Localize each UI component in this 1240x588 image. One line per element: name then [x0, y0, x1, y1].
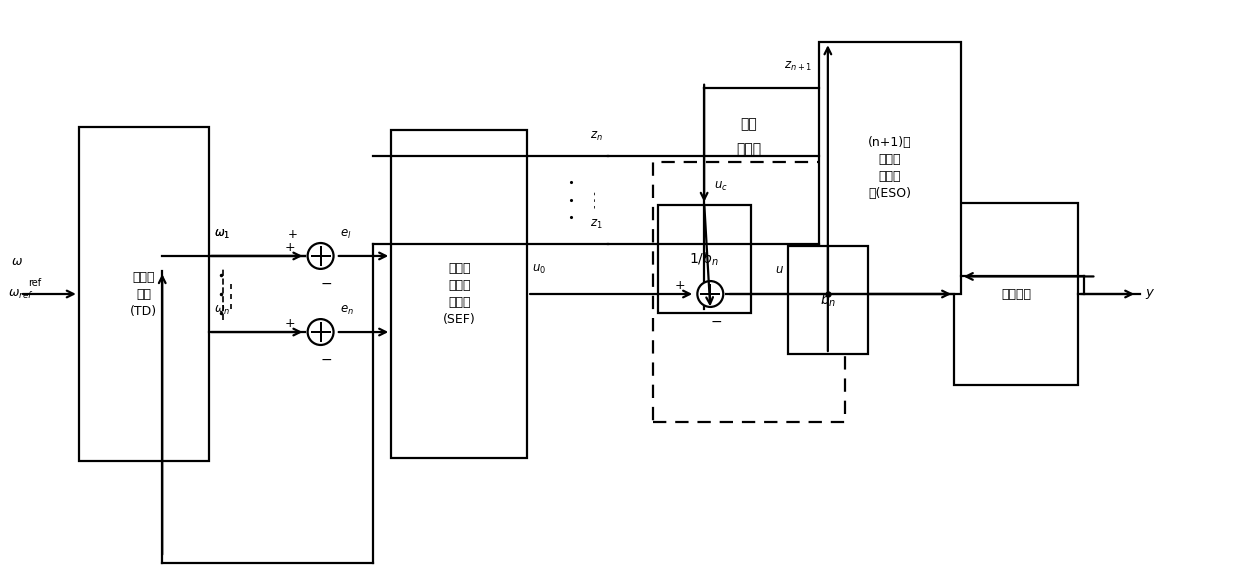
- Bar: [787, 246, 868, 354]
- Text: +: +: [285, 317, 295, 330]
- Text: −: −: [321, 353, 332, 367]
- Circle shape: [308, 243, 334, 269]
- Text: $\omega_1$: $\omega_1$: [213, 228, 229, 241]
- Circle shape: [697, 281, 723, 307]
- Bar: [391, 130, 527, 458]
- Text: $\omega_{ref}$: $\omega_{ref}$: [7, 288, 33, 300]
- Bar: [78, 127, 208, 461]
- Text: +: +: [288, 228, 298, 241]
- Text: $u_c$: $u_c$: [714, 180, 728, 193]
- Text: $z_{n+1}$: $z_{n+1}$: [785, 60, 812, 73]
- Text: $1/b_n$: $1/b_n$: [689, 250, 719, 268]
- Text: $e_n$: $e_n$: [340, 305, 353, 318]
- Bar: [653, 162, 846, 422]
- Text: −: −: [711, 315, 723, 329]
- Text: $z_1$: $z_1$: [590, 218, 603, 231]
- Text: - - -: - - -: [590, 191, 600, 208]
- Text: ref: ref: [29, 279, 42, 289]
- Text: 状态误
差反馈
控制器
(SEF): 状态误 差反馈 控制器 (SEF): [443, 262, 475, 326]
- Text: $u_0$: $u_0$: [532, 263, 547, 276]
- Text: $\omega_n$: $\omega_n$: [213, 305, 231, 318]
- Text: 补偿器: 补偿器: [737, 142, 761, 156]
- Text: −: −: [321, 277, 332, 291]
- Bar: [657, 205, 750, 313]
- Text: 微分跟
踪器
(TD): 微分跟 踪器 (TD): [130, 270, 157, 318]
- Text: (n+1)阶
扩张状
态观测
器(ESO): (n+1)阶 扩张状 态观测 器(ESO): [868, 136, 911, 200]
- Text: $z_n$: $z_n$: [590, 129, 603, 143]
- Bar: [818, 42, 961, 294]
- Circle shape: [308, 319, 334, 345]
- Text: 扰动: 扰动: [740, 117, 758, 131]
- Text: $\omega$: $\omega$: [11, 255, 24, 268]
- Text: +: +: [675, 279, 686, 292]
- Text: $y$: $y$: [1145, 287, 1154, 301]
- Text: $u$: $u$: [775, 263, 784, 276]
- Text: $\omega_1$: $\omega_1$: [213, 228, 229, 241]
- Text: +: +: [285, 240, 295, 253]
- Text: $e_l$: $e_l$: [340, 228, 351, 241]
- Text: 被控对象: 被控对象: [1001, 288, 1030, 300]
- Text: $b_n$: $b_n$: [820, 291, 836, 309]
- Bar: [954, 203, 1078, 385]
